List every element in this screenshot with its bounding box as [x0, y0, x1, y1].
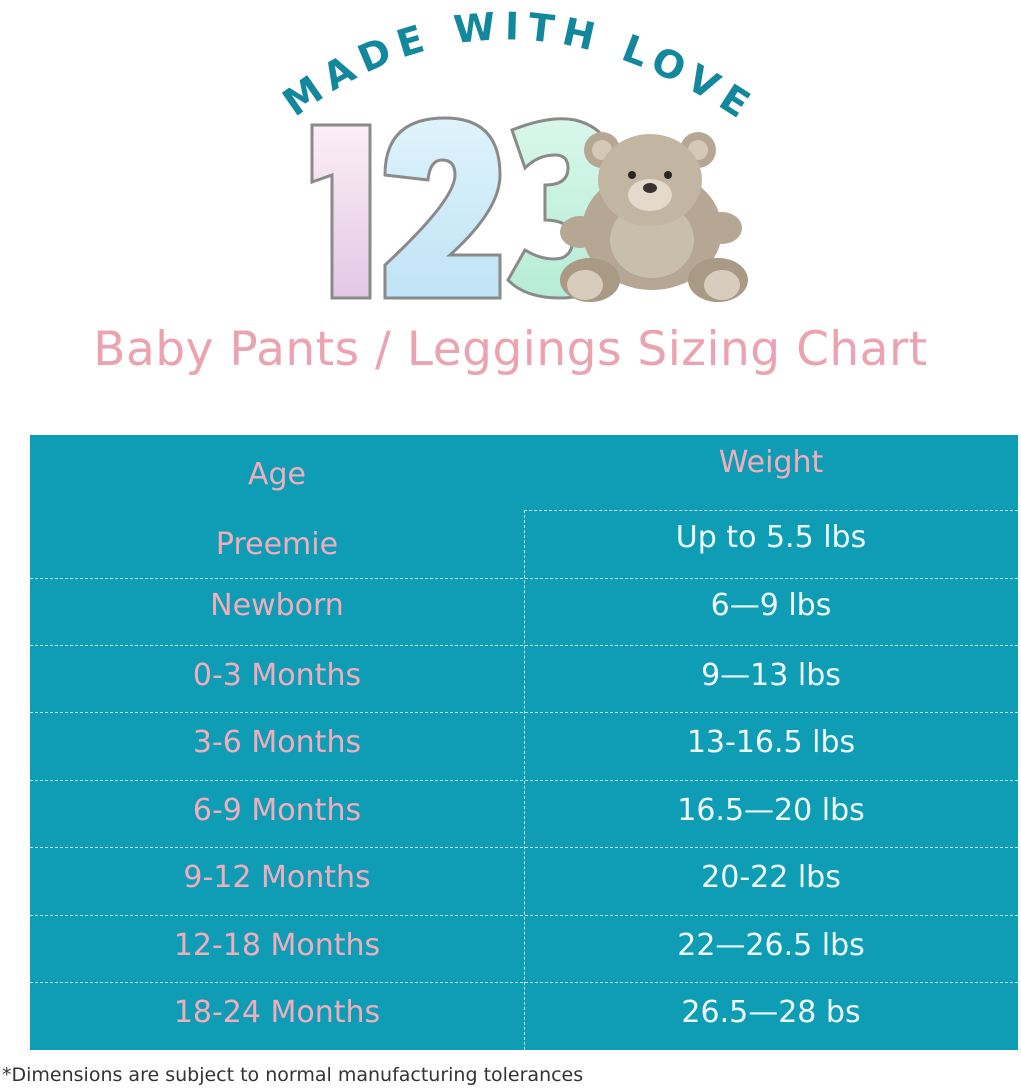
- weight-cell: 26.5—28 bs: [681, 994, 861, 1030]
- weight-cell: 20-22 lbs: [701, 859, 841, 895]
- divider: [30, 712, 1018, 713]
- weight-cell: 16.5—20 lbs: [677, 792, 865, 828]
- page-title: Baby Pants / Leggings Sizing Chart: [93, 322, 928, 377]
- header-age: Age: [247, 456, 307, 492]
- divider: [30, 578, 1018, 579]
- age-cell: Newborn: [210, 587, 344, 623]
- weight-cell: 6—9 lbs: [710, 587, 832, 623]
- divider: [30, 982, 1018, 983]
- weight-cell: 9—13 lbs: [701, 657, 841, 693]
- divider: [30, 847, 1018, 848]
- divider: [524, 510, 1018, 511]
- svg-text:MADE WITH LOVE: MADE WITH LOVE: [275, 4, 764, 131]
- sizing-table: Age Weight Preemie Up to 5.5 lbs Newborn…: [30, 435, 1018, 1050]
- age-cell: 9-12 Months: [183, 859, 371, 895]
- age-cell: 18-24 Months: [173, 994, 381, 1030]
- age-cell: 12-18 Months: [173, 927, 381, 963]
- header-weight: Weight: [718, 445, 824, 480]
- brand-logo: MADE WITH LOVE: [275, 4, 764, 302]
- divider: [30, 780, 1018, 781]
- age-cell: 6-9 Months: [192, 792, 362, 828]
- age-cell: 3-6 Months: [192, 724, 362, 760]
- age-cell: Preemie: [215, 526, 339, 562]
- weight-cell: 13-16.5 lbs: [686, 724, 856, 760]
- divider: [30, 645, 1018, 646]
- weight-cell: 22—26.5 lbs: [677, 927, 865, 963]
- teddy-bear-icon: [560, 132, 748, 302]
- divider: [30, 915, 1018, 916]
- footnote: *Dimensions are subject to normal manufa…: [2, 1064, 584, 1086]
- age-cell: 0-3 Months: [192, 657, 362, 693]
- weight-cell: Up to 5.5 lbs: [675, 519, 867, 555]
